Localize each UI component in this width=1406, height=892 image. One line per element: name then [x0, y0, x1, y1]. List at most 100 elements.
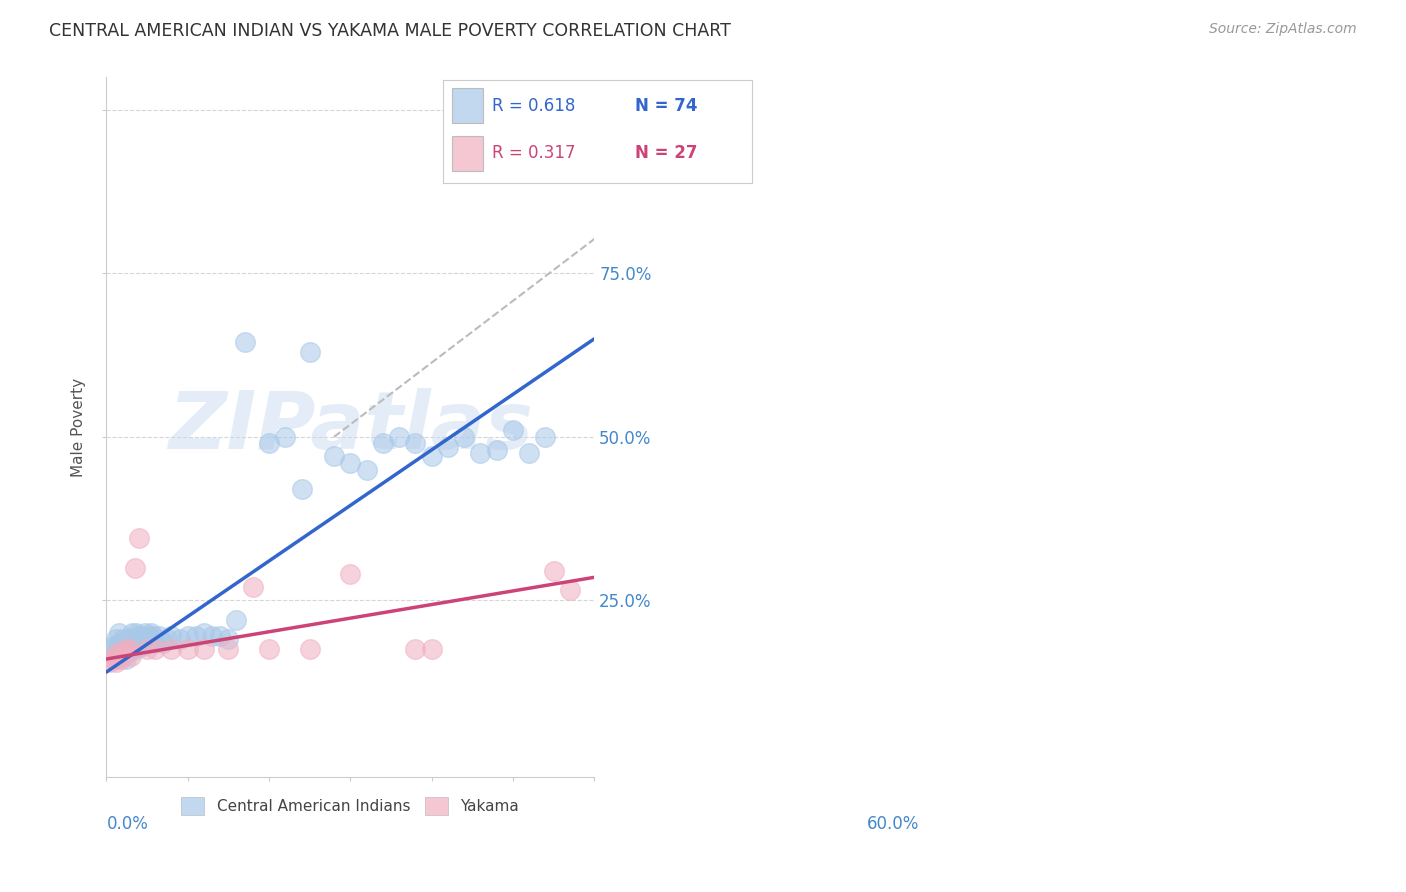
Text: 60.0%: 60.0%	[868, 815, 920, 833]
Point	[339, 567, 361, 582]
Text: R = 0.317: R = 0.317	[492, 145, 576, 162]
Point	[101, 652, 124, 666]
Point	[131, 632, 153, 647]
Point	[124, 560, 146, 574]
Point	[115, 652, 138, 666]
Point	[193, 642, 215, 657]
Text: 0.0%: 0.0%	[107, 815, 148, 833]
Point	[134, 625, 156, 640]
Point	[107, 642, 129, 657]
Point	[404, 642, 426, 657]
Point	[105, 652, 128, 666]
Point	[156, 632, 179, 647]
Point	[502, 423, 524, 437]
Point	[143, 642, 166, 657]
Point	[121, 625, 143, 640]
Point	[339, 456, 361, 470]
Point	[169, 632, 191, 647]
Point	[176, 642, 198, 657]
Point	[103, 645, 125, 659]
Point	[107, 625, 129, 640]
Point	[257, 642, 280, 657]
Point	[118, 642, 141, 657]
Point	[257, 436, 280, 450]
Point	[120, 648, 142, 663]
Text: N = 74: N = 74	[634, 97, 697, 115]
Point	[129, 629, 152, 643]
Point	[117, 645, 139, 659]
Point	[107, 645, 129, 659]
Point	[136, 642, 159, 657]
Text: Source: ZipAtlas.com: Source: ZipAtlas.com	[1209, 22, 1357, 37]
Point	[128, 531, 150, 545]
Point	[143, 635, 166, 649]
Point	[108, 635, 131, 649]
Point	[134, 635, 156, 649]
Point	[217, 642, 239, 657]
Point	[122, 632, 145, 647]
Point	[517, 446, 540, 460]
Point	[453, 430, 475, 444]
Point	[128, 635, 150, 649]
Point	[356, 462, 378, 476]
Point	[105, 655, 128, 669]
Point	[100, 642, 122, 657]
Point	[132, 639, 155, 653]
Point	[160, 629, 183, 643]
Point	[217, 632, 239, 647]
Point	[160, 642, 183, 657]
Point	[470, 446, 492, 460]
Bar	[453, 136, 484, 170]
Text: R = 0.618: R = 0.618	[492, 97, 575, 115]
Point	[233, 335, 256, 350]
Point	[558, 583, 581, 598]
Point	[114, 642, 136, 657]
Point	[323, 450, 346, 464]
Point	[105, 632, 128, 647]
Point	[388, 430, 411, 444]
Point	[110, 648, 132, 663]
Point	[117, 632, 139, 647]
Point	[111, 645, 134, 659]
Point	[127, 629, 149, 643]
Point	[121, 642, 143, 657]
Legend: Central American Indians, Yakama: Central American Indians, Yakama	[176, 790, 526, 822]
Point	[485, 442, 508, 457]
Y-axis label: Male Poverty: Male Poverty	[72, 377, 86, 476]
Point	[124, 642, 146, 657]
Point	[118, 642, 141, 657]
Point	[115, 635, 138, 649]
Point	[371, 436, 394, 450]
Point	[103, 648, 125, 663]
Point	[112, 645, 135, 659]
Point	[242, 580, 264, 594]
Point	[124, 639, 146, 653]
Point	[110, 652, 132, 666]
Point	[125, 625, 148, 640]
Point	[111, 639, 134, 653]
Point	[131, 635, 153, 649]
Point	[543, 564, 565, 578]
Point	[534, 430, 557, 444]
Point	[120, 639, 142, 653]
Point	[132, 629, 155, 643]
Point	[201, 629, 224, 643]
Point	[184, 629, 207, 643]
Point	[152, 635, 174, 649]
Point	[420, 450, 443, 464]
Point	[112, 648, 135, 663]
Bar	[453, 88, 484, 123]
Point	[139, 625, 162, 640]
Text: N = 27: N = 27	[634, 145, 697, 162]
Point	[290, 482, 312, 496]
Point	[136, 632, 159, 647]
Point	[142, 629, 165, 643]
Point	[298, 344, 321, 359]
Point	[128, 632, 150, 647]
Text: CENTRAL AMERICAN INDIAN VS YAKAMA MALE POVERTY CORRELATION CHART: CENTRAL AMERICAN INDIAN VS YAKAMA MALE P…	[49, 22, 731, 40]
Text: ZIPatlas: ZIPatlas	[167, 388, 533, 466]
Point	[437, 440, 460, 454]
Point	[101, 639, 124, 653]
Point	[111, 632, 134, 647]
Point	[122, 635, 145, 649]
